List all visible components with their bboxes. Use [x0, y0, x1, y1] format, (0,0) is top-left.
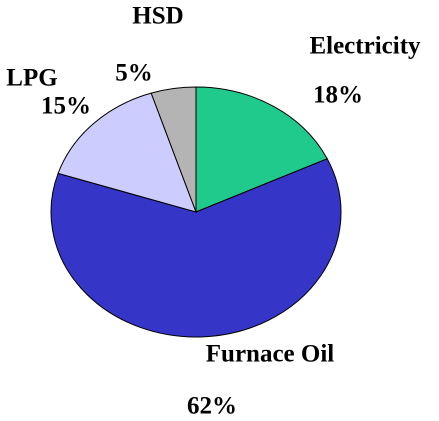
slice-label: Electricity	[309, 33, 421, 60]
value-label: 62%	[187, 393, 237, 420]
pie-slice	[50, 158, 342, 338]
pie-slice	[57, 92, 197, 213]
value-label: 5%	[115, 60, 153, 87]
pie-slice	[195, 86, 328, 213]
slice-label: Furnace Oil	[206, 341, 335, 368]
value-label: 18%	[313, 82, 363, 109]
pie-slice	[150, 86, 197, 213]
value-label: 15%	[41, 93, 91, 120]
slice-label: HSD	[132, 3, 183, 30]
slice-label: LPG	[6, 65, 57, 92]
